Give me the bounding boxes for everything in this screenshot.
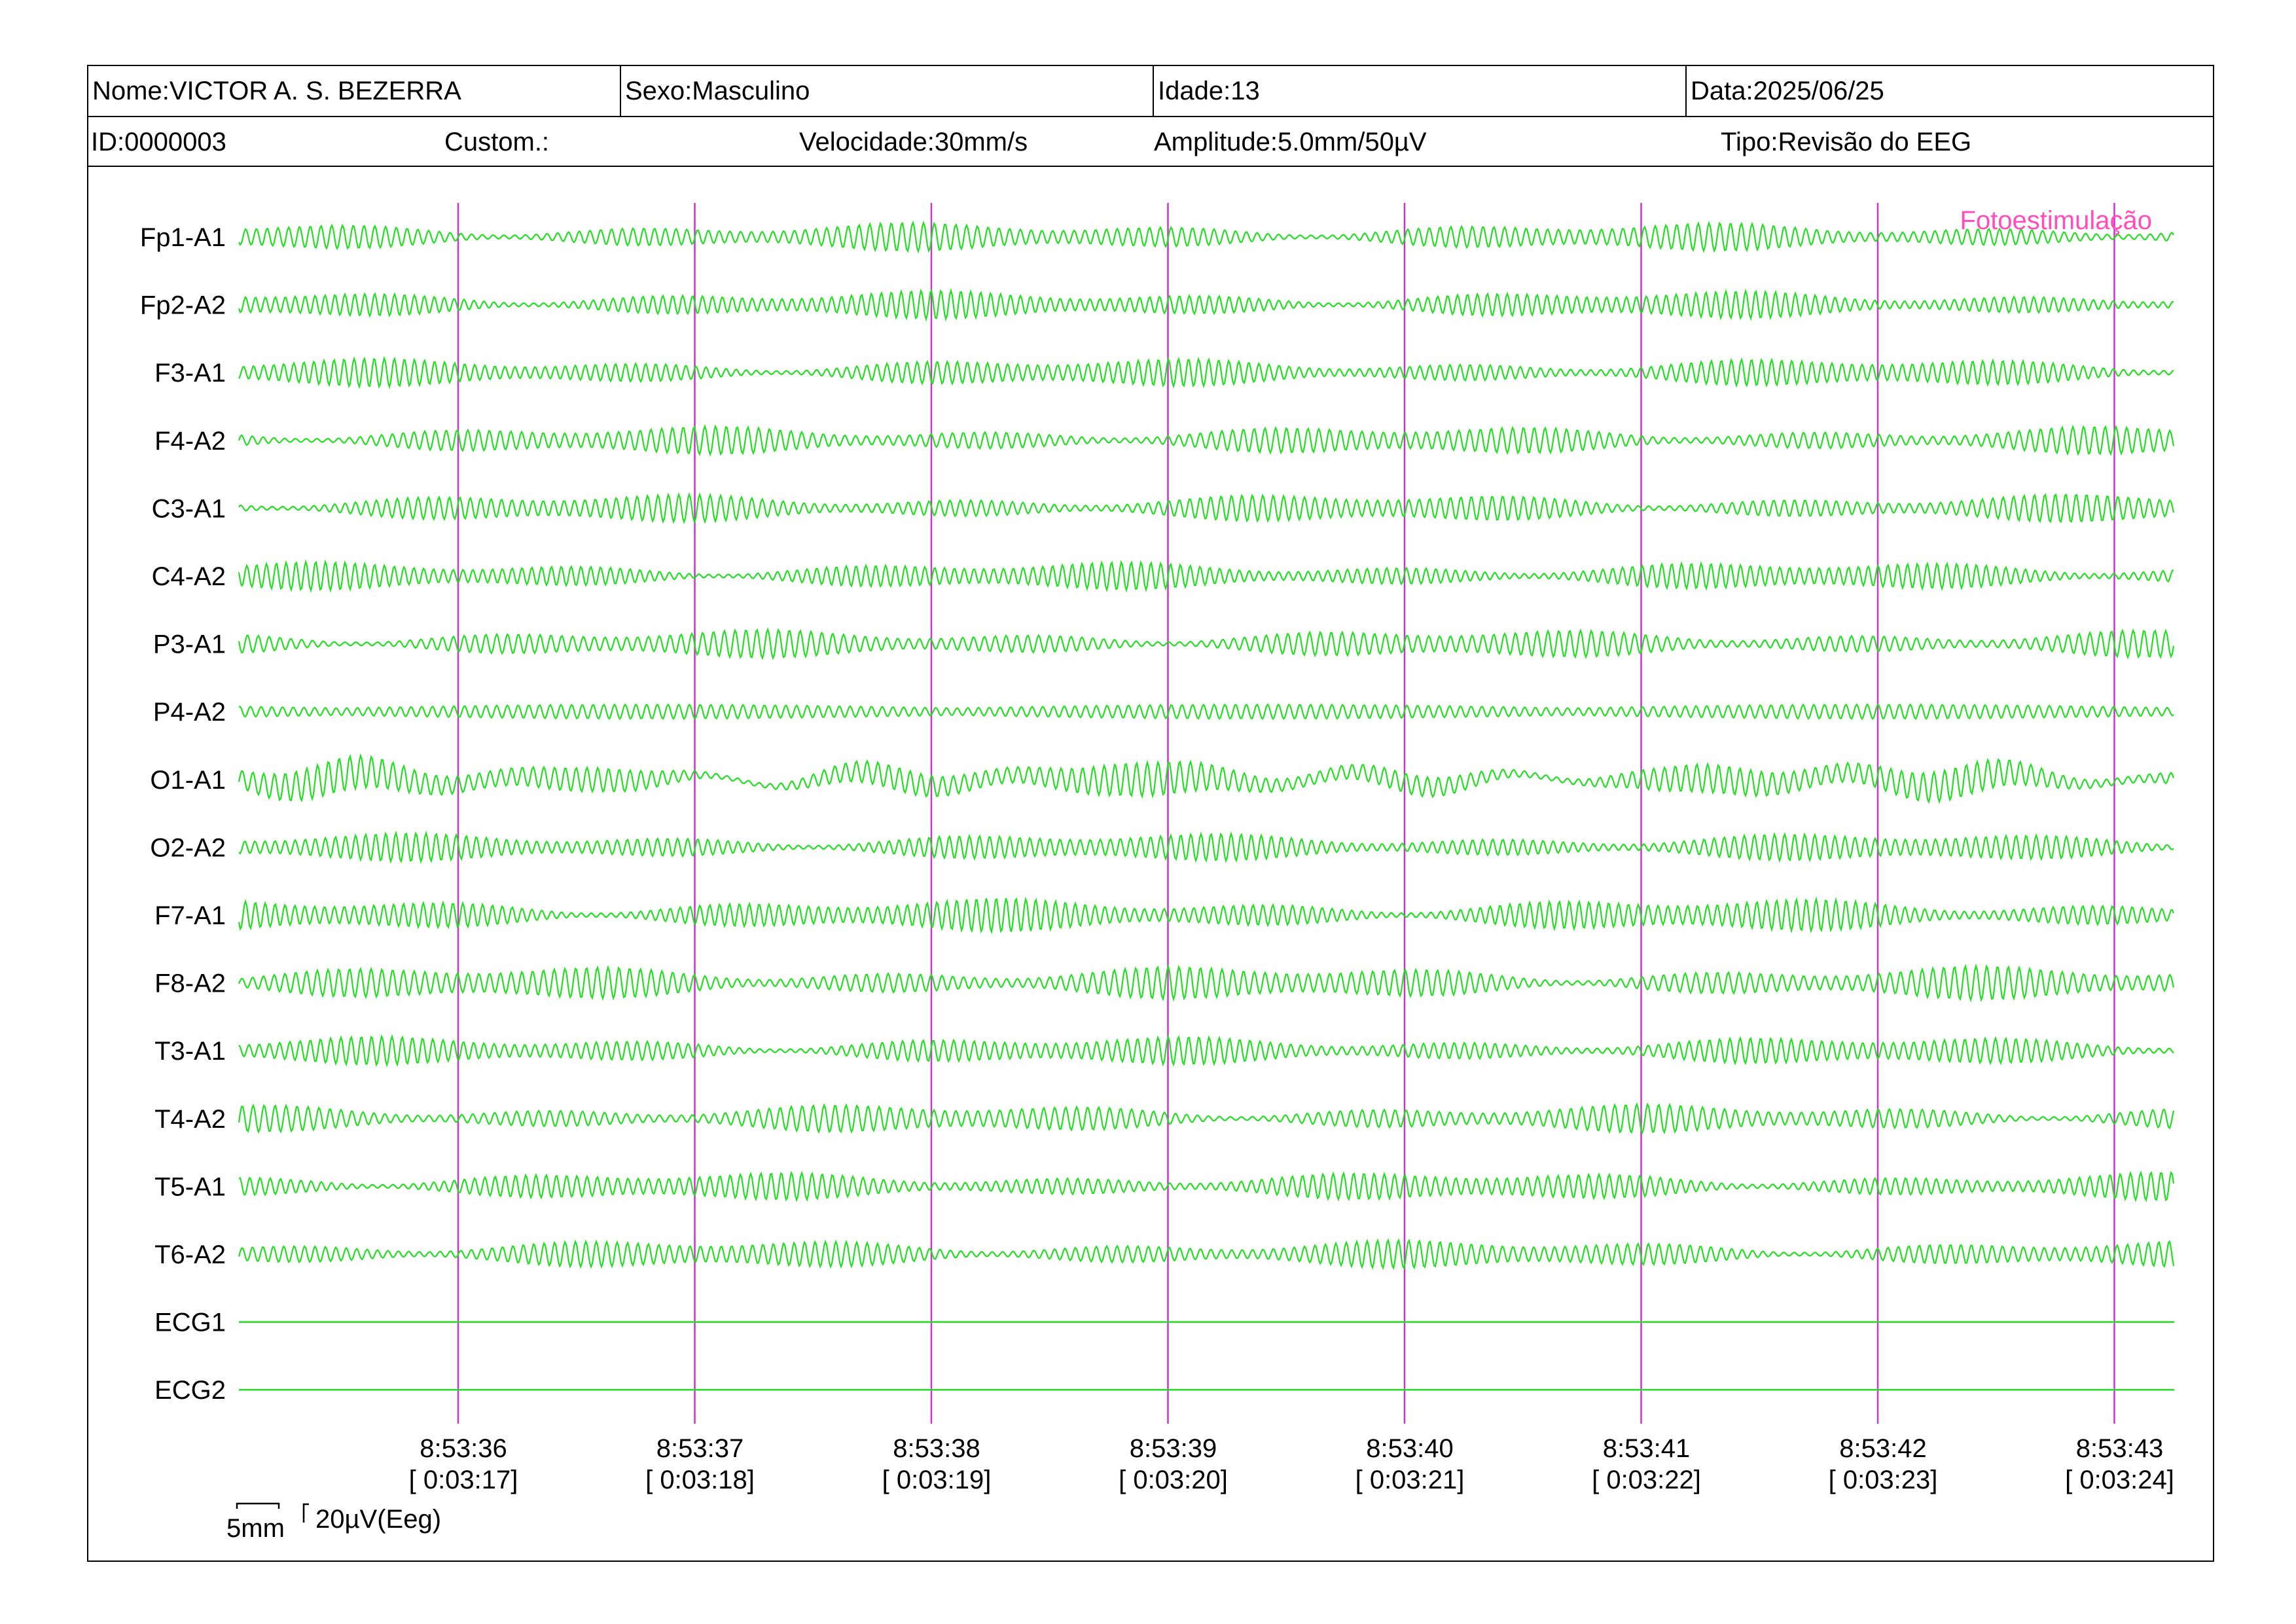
eeg-trace [238,1238,2175,1271]
eeg-trace [238,1034,2174,1068]
channel-label: T5-A1 [154,1172,226,1201]
time-elapsed-label: [ 0:03:24] [2065,1466,2174,1494]
time-clock-label: 8:53:43 [2076,1434,2163,1463]
channel-label: P4-A2 [153,698,226,727]
time-elapsed-label: [ 0:03:23] [1829,1466,1938,1494]
channel-label: O2-A2 [150,833,226,862]
eeg-trace [238,559,2174,593]
channel-label: F4-A2 [154,427,226,456]
custom-field: Custom.: [444,128,550,156]
eeg-trace [238,220,2174,254]
amplitude-scale-label: 20µV(Eeg) [315,1505,441,1534]
channel-label: Fp2-A2 [140,291,226,320]
eeg-trace [238,830,2174,864]
channel-label: T6-A2 [154,1240,226,1269]
time-elapsed-label: [ 0:03:21] [1355,1466,1465,1494]
photostimulation-label: Fotoestimulação [1960,206,2152,235]
eeg-report-frame: Nome:VICTOR A. S. BEZERRA Sexo:Masculino… [87,65,2214,1562]
eeg-trace [238,492,2175,525]
channel-label: T3-A1 [154,1037,226,1066]
eeg-trace [238,355,2174,389]
exam-date: Data:2025/06/25 [1691,77,1884,105]
eeg-trace [238,963,2175,1003]
channel-label: F3-A1 [154,359,226,388]
eeg-trace [238,1170,2175,1202]
channel-label: T4-A2 [154,1105,226,1134]
eeg-trace [238,627,2175,660]
eeg-trace [238,1102,2175,1136]
time-clock-label: 8:53:37 [656,1434,744,1463]
eeg-trace [238,703,2174,721]
header-row-exam: ID:0000003 Custom.: Velocidade:30mm/s Am… [88,117,2213,167]
channel-label: ECG2 [154,1376,226,1405]
time-clock-label: 8:53:41 [1603,1434,1690,1463]
time-scale-bar [236,1502,280,1509]
channel-label: Fp1-A1 [140,223,226,252]
time-clock-label: 8:53:38 [893,1434,980,1463]
eeg-trace [238,753,2175,804]
amplitude-setting: Amplitude:5.0mm/50µV [1154,128,1427,156]
eeg-trace [238,424,2175,457]
time-scale-label: 5mm [226,1514,285,1543]
time-clock-label: 8:53:42 [1839,1434,1926,1463]
time-elapsed-label: [ 0:03:17] [409,1466,518,1494]
time-elapsed-label: [ 0:03:22] [1592,1466,1701,1494]
time-elapsed-label: [ 0:03:20] [1119,1466,1228,1494]
patient-name: Nome:VICTOR A. S. BEZERRA [88,66,621,116]
channel-label: F7-A1 [154,901,226,930]
time-elapsed-label: [ 0:03:19] [882,1466,992,1494]
time-clock-label: 8:53:40 [1366,1434,1453,1463]
time-clock-label: 8:53:36 [420,1434,507,1463]
patient-sex: Sexo:Masculino [621,66,1154,116]
time-clock-label: 8:53:39 [1130,1434,1217,1463]
patient-id: ID:0000003 [91,128,226,156]
channel-label: ECG1 [154,1308,226,1337]
channel-label: O1-A1 [150,766,226,795]
channel-label: F8-A2 [154,969,226,998]
channel-label: C3-A1 [152,494,226,523]
speed-setting: Velocidade:30mm/s [799,128,1028,156]
channel-label: P3-A1 [153,630,226,659]
eeg-trace [238,896,2175,935]
exam-type: Tipo:Revisão do EEG [1721,128,1972,156]
time-elapsed-label: [ 0:03:18] [645,1466,755,1494]
channel-label: C4-A2 [152,562,226,591]
eeg-trace [238,288,2174,322]
patient-age: Idade:13 [1154,66,1687,116]
header-row-patient: Nome:VICTOR A. S. BEZERRA Sexo:Masculino… [88,66,2213,117]
amplitude-scale-bar [302,1503,309,1523]
